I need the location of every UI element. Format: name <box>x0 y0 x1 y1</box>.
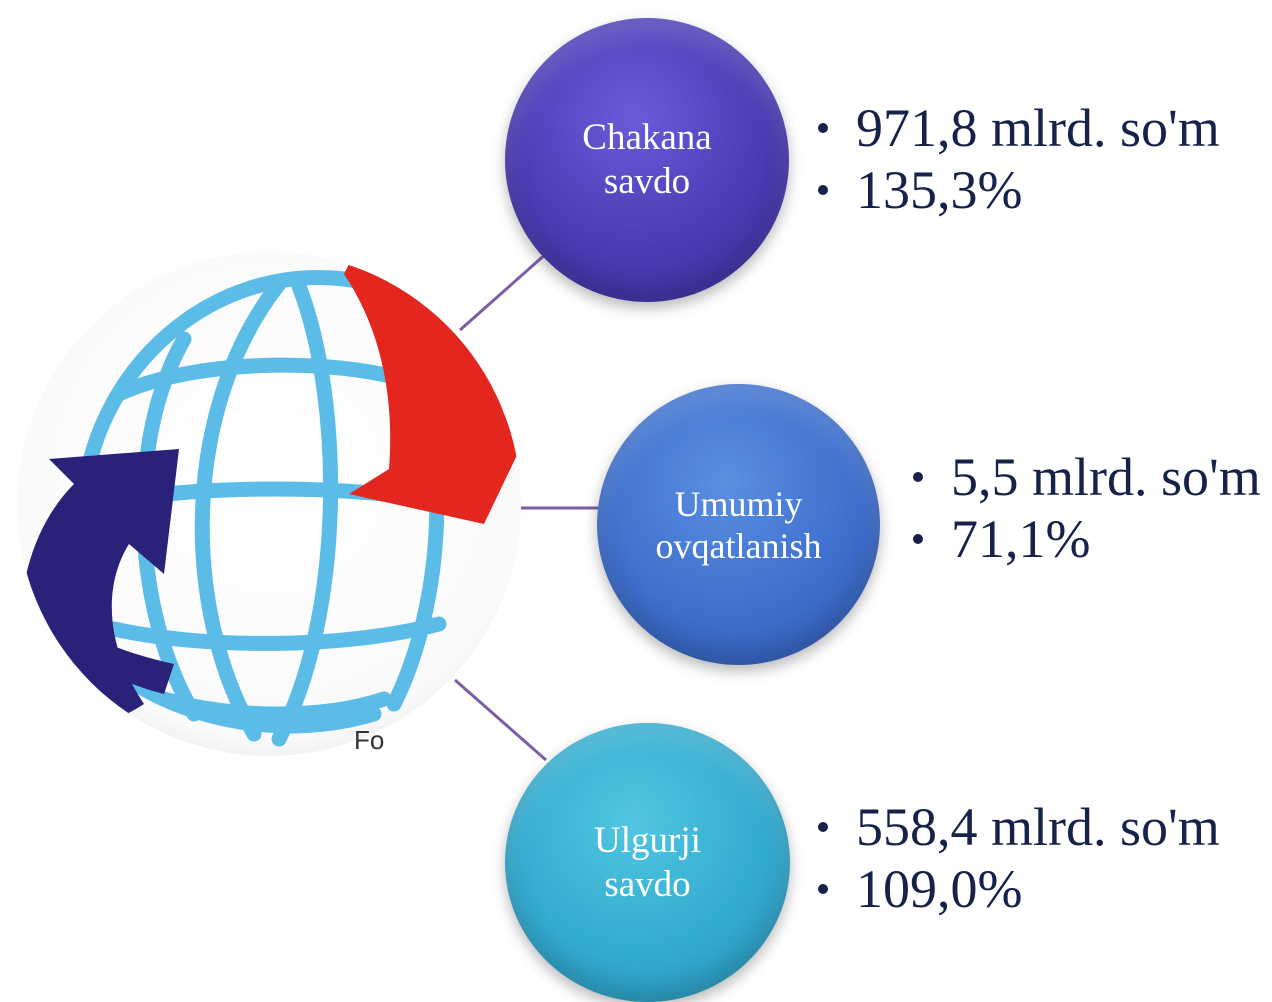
globe-with-arrows-icon: Fo <box>14 244 524 764</box>
catering-percent: 71,1% <box>951 509 1091 569</box>
node-catering-label: Umumiy ovqatlanish <box>655 483 822 566</box>
catering-stats-list: 5,5 mlrd. so'm 71,1% <box>913 446 1261 570</box>
node-retail-label: Chakana savdo <box>582 117 712 202</box>
bullet-icon <box>913 534 923 544</box>
bullet-icon <box>818 884 828 894</box>
node-catering: Umumiy ovqatlanish <box>597 384 880 665</box>
wholesale-stats-list: 558,4 mlrd. so'm 109,0% <box>818 796 1220 920</box>
catering-amount: 5,5 mlrd. so'm <box>951 447 1261 507</box>
bullet-icon <box>913 472 923 482</box>
retail-stats-list: 971,8 mlrd. so'm 135,3% <box>818 97 1220 221</box>
list-item: 558,4 mlrd. so'm <box>818 796 1220 858</box>
list-item: 71,1% <box>913 508 1261 570</box>
bullet-icon <box>818 123 828 133</box>
connector-wholesale <box>454 678 547 762</box>
bullet-icon <box>818 185 828 195</box>
list-item: 109,0% <box>818 858 1220 920</box>
node-retail-trade: Chakana savdo <box>505 18 789 302</box>
retail-amount: 971,8 mlrd. so'm <box>856 98 1220 158</box>
bullet-icon <box>818 822 828 832</box>
list-item: 5,5 mlrd. so'm <box>913 446 1261 508</box>
list-item: 971,8 mlrd. so'm <box>818 97 1220 159</box>
wholesale-percent: 109,0% <box>856 859 1023 919</box>
wholesale-amount: 558,4 mlrd. so'm <box>856 797 1220 857</box>
node-wholesale-trade: Ulgurji savdo <box>505 723 790 1002</box>
connector-retail <box>459 250 549 332</box>
list-item: 135,3% <box>818 159 1220 221</box>
retail-percent: 135,3% <box>856 160 1023 220</box>
globe-caption: Fo <box>354 725 384 755</box>
node-wholesale-label: Ulgurji savdo <box>594 819 701 905</box>
